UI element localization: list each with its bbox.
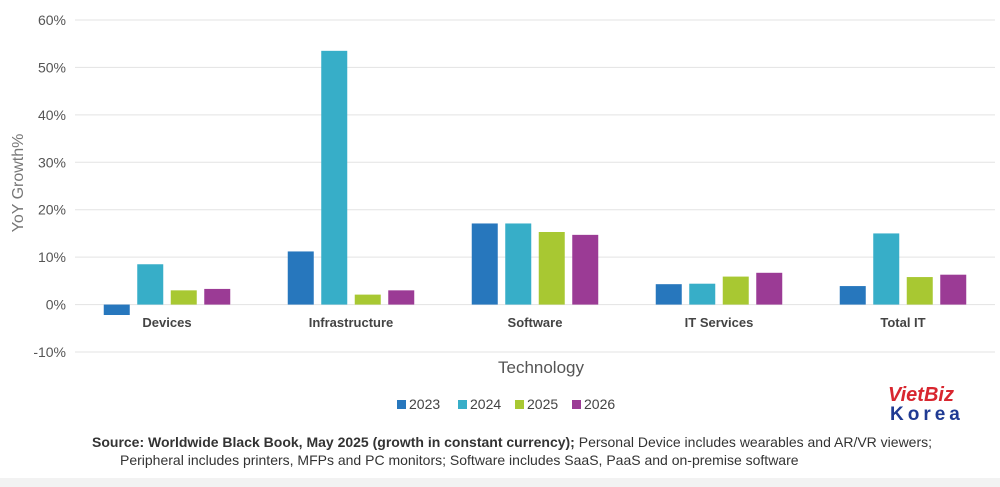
bar-chart: -10% 0% 10% 20% 30% 40% 50% 60% Devices Infrastr… <box>10 12 995 412</box>
legend-swatch-2024 <box>458 400 467 409</box>
bar-2026-it-services <box>756 272 783 305</box>
x-tick-label: Infrastructure <box>309 315 394 330</box>
bar-2023-total-it <box>839 286 866 305</box>
legend-label-2023: 2023 <box>409 396 440 412</box>
logo-text-top: VietBiz <box>888 384 954 406</box>
bar-2025-total-it <box>906 277 933 305</box>
footer-band <box>0 478 1000 487</box>
y-tick-label: 50% <box>38 59 66 75</box>
y-tick-label: 30% <box>38 154 66 170</box>
y-tick-labels: -10% 0% 10% 20% 30% 40% 50% 60% <box>33 12 66 360</box>
y-tick-label: 40% <box>38 107 66 123</box>
source-note: Source: Worldwide Black Book, May 2025 (… <box>92 433 992 469</box>
bar-2024-total-it <box>873 233 900 305</box>
legend-swatch-2026 <box>572 400 581 409</box>
logo-text-bottom: Korea <box>890 404 964 424</box>
y-tick-label: 20% <box>38 202 66 218</box>
bar-2025-infrastructure <box>354 294 381 305</box>
x-tick-label: Software <box>508 315 563 330</box>
y-tick-label: 10% <box>38 249 66 265</box>
y-axis-label: YoY Growth% <box>10 134 27 233</box>
bar-2025-software <box>538 232 565 305</box>
bar-2026-infrastructure <box>388 290 415 305</box>
bar-2024-devices <box>137 264 164 305</box>
x-tick-label: Total IT <box>880 315 925 330</box>
bars <box>103 50 967 316</box>
legend-swatch-2023 <box>397 400 406 409</box>
y-tick-label: 0% <box>46 297 66 313</box>
bar-2026-devices <box>204 288 231 305</box>
bar-2026-total-it <box>940 274 967 305</box>
y-tick-label: -10% <box>33 344 66 360</box>
x-tick-labels: Devices Infrastructure Software IT Services… <box>142 315 925 330</box>
bar-2023-devices <box>103 304 130 316</box>
bar-2025-devices <box>170 290 197 305</box>
legend-label-2026: 2026 <box>584 396 615 412</box>
legend-label-2024: 2024 <box>470 396 501 412</box>
bar-2025-it-services <box>722 276 749 305</box>
bar-2024-infrastructure <box>321 50 348 305</box>
legend-label-2025: 2025 <box>527 396 558 412</box>
x-axis-label: Technology <box>498 358 585 377</box>
y-tick-label: 60% <box>38 12 66 28</box>
legend-swatch-2025 <box>515 400 524 409</box>
bar-2024-it-services <box>689 283 716 305</box>
source-note-line1: Personal Device includes wearables and A… <box>574 434 933 450</box>
vietbizkorea-logo: VietBiz Korea <box>884 384 980 425</box>
bar-2023-software <box>471 223 498 305</box>
bar-2023-infrastructure <box>287 251 314 305</box>
x-tick-label: Devices <box>142 315 191 330</box>
bar-2026-software <box>572 234 599 305</box>
bar-2024-software <box>505 223 532 305</box>
x-tick-label: IT Services <box>685 315 754 330</box>
legend: 2023 2024 2025 2026 <box>397 396 615 412</box>
bar-2023-it-services <box>655 284 682 305</box>
source-note-bold: Source: Worldwide Black Book, May 2025 (… <box>92 434 575 450</box>
source-note-line2: Peripheral includes printers, MFPs and P… <box>120 452 799 468</box>
